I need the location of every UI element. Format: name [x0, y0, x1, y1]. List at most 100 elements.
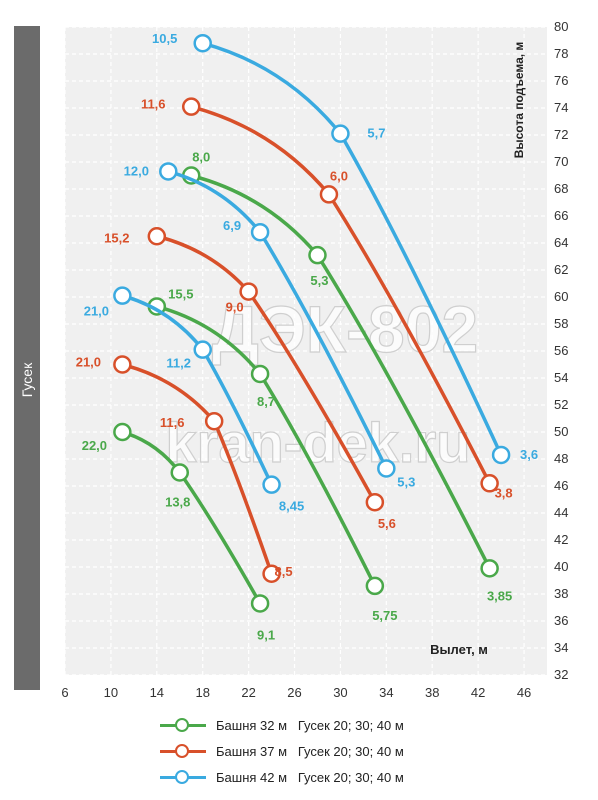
data-point: [250, 222, 270, 242]
data-point: [181, 97, 201, 116]
y-tick-label: 68: [554, 181, 568, 196]
legend-swatch-dot: [175, 718, 189, 732]
y-tick-label: 46: [554, 478, 568, 493]
data-point: [250, 364, 270, 384]
legend-swatch: [160, 718, 206, 732]
series-line: [189, 104, 492, 486]
data-label: 12,0: [124, 163, 149, 178]
data-point: [193, 33, 212, 53]
series-line: [155, 304, 377, 588]
data-label: 5,7: [367, 126, 385, 141]
y-tick-label: 66: [554, 208, 568, 223]
series-3: 8,0 5,3 3,85: [181, 150, 512, 603]
y-tick-label: 78: [554, 46, 568, 61]
data-label: 8,45: [279, 499, 304, 514]
data-label: 15,2: [104, 230, 129, 245]
y-tick-label: 34: [554, 640, 568, 655]
y-axis-label: Высота подъема, м: [512, 42, 526, 159]
series-8: 12,0 6,9 5,3: [124, 162, 415, 489]
grid: [64, 26, 547, 676]
x-tick-label: 46: [517, 685, 531, 700]
y-tick-label: 50: [554, 424, 568, 439]
y-tick-label: 38: [554, 586, 568, 601]
data-point: [113, 355, 132, 374]
y-tick-label: 80: [554, 19, 568, 34]
data-label: 11,6: [141, 97, 166, 112]
legend-swatch: [160, 770, 206, 784]
y-tick-label: 74: [554, 100, 568, 115]
series-line: [189, 173, 492, 571]
data-point: [480, 474, 499, 493]
data-point: [365, 576, 385, 596]
data-label: 8,7: [257, 394, 275, 409]
data-point: [193, 340, 212, 359]
legend-item: Башня 32 м Гусек 20; 30; 40 м: [160, 712, 404, 738]
data-point: [331, 124, 350, 143]
series-line: [200, 41, 503, 457]
legend-jib-label: Гусек 20; 30; 40 м: [297, 717, 404, 733]
data-label: 22,0: [82, 438, 107, 453]
y-tick-label: 60: [554, 289, 568, 304]
data-label: 6,9: [223, 218, 241, 233]
series-1: 22,0 13,8 9,1: [82, 422, 275, 642]
y-tick-label: 36: [554, 613, 568, 628]
data-point: [159, 162, 178, 181]
data-label: 3,85: [487, 588, 512, 603]
data-point: [147, 227, 167, 246]
y-tick-label: 76: [554, 73, 568, 88]
data-label: 21,0: [76, 355, 101, 370]
x-tick-label: 10: [104, 685, 118, 700]
legend: Башня 32 м Гусек 20; 30; 40 м Башня 37 м …: [160, 712, 404, 790]
y-tick-label: 52: [554, 397, 568, 412]
y-tick-label: 70: [554, 154, 568, 169]
y-tick-label: 58: [554, 316, 568, 331]
x-tick-label: 14: [150, 685, 164, 700]
data-point: [204, 411, 224, 431]
data-label: 11,6: [160, 415, 185, 430]
data-label: 8,0: [192, 150, 210, 165]
legend-tower-label: Башня 32 м: [216, 717, 298, 733]
data-label: 15,5: [168, 286, 193, 301]
series-9: 10,5 5,7 3,6: [152, 31, 538, 465]
x-tick-label: 26: [287, 685, 301, 700]
data-point: [239, 282, 258, 301]
data-label: 6,0: [330, 168, 348, 183]
x-tick-label: 42: [471, 685, 485, 700]
data-label: 21,0: [84, 304, 109, 319]
data-label: 11,2: [166, 356, 191, 371]
data-label: 8,5: [275, 564, 293, 579]
legend-tower-label: Башня 42 м: [216, 769, 298, 785]
y-tick-label: 62: [554, 262, 568, 277]
y-tick-label: 64: [554, 235, 568, 250]
legend-jib-label: Гусек 20; 30; 40 м: [297, 743, 404, 759]
x-tick-label: 30: [333, 685, 347, 700]
series-2: 15,5 8,7 5,75: [147, 286, 398, 623]
data-label: 10,5: [152, 31, 177, 46]
legend-swatch-dot: [175, 744, 189, 758]
y-tick-label: 54: [554, 370, 568, 385]
data-label: 9,0: [226, 300, 244, 315]
y-tick-label: 56: [554, 343, 568, 358]
y-tick-label: 48: [554, 451, 568, 466]
x-tick-label: 22: [241, 685, 255, 700]
data-label: 3,6: [520, 447, 538, 462]
series-line: [155, 234, 377, 504]
data-point: [262, 475, 281, 494]
data-point: [480, 559, 499, 578]
y-tick-label: 42: [554, 532, 568, 547]
data-label: 5,6: [378, 516, 396, 531]
series-line: [166, 169, 389, 471]
data-label: 9,1: [257, 627, 275, 642]
legend-item: Башня 42 м Гусек 20; 30; 40 м: [160, 764, 404, 790]
data-point: [308, 245, 327, 265]
legend-swatch-dot: [175, 770, 189, 784]
y-tick-label: 72: [554, 127, 568, 142]
x-tick-label: 34: [379, 685, 393, 700]
series-4: 21,0 11,6 8,5: [76, 355, 293, 583]
side-bar: [14, 26, 40, 690]
data-point: [262, 564, 281, 583]
data-point: [250, 594, 270, 613]
legend-swatch: [160, 744, 206, 758]
data-label: 5,75: [372, 608, 397, 623]
